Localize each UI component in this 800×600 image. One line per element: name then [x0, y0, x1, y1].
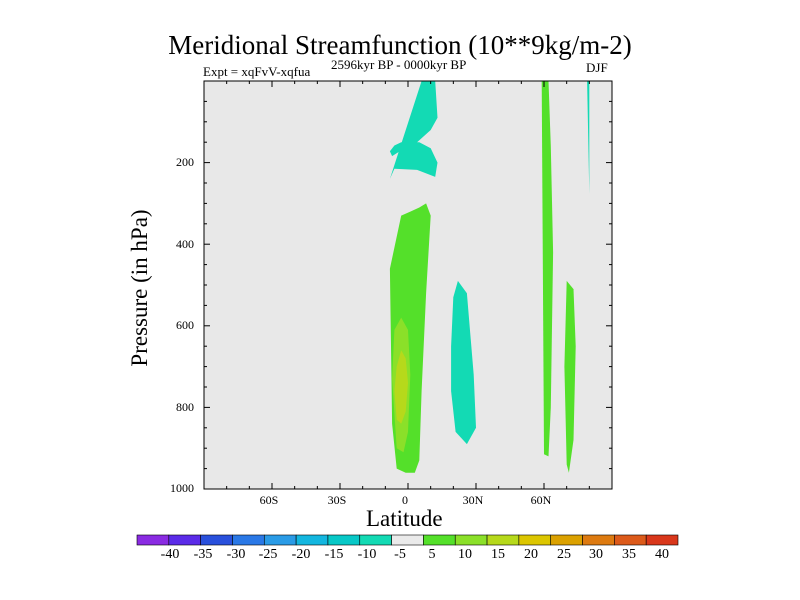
colorbar-swatch [423, 534, 456, 546]
x-tick-label: 30S [327, 493, 347, 507]
colorbar-tick-label: -20 [291, 547, 311, 562]
colorbar-swatch [327, 534, 361, 546]
contour-layer [389, 81, 590, 473]
colorbar-swatch [614, 534, 647, 546]
colorbar-swatch [168, 534, 201, 546]
colorbar-swatch [391, 534, 424, 546]
colorbar-tick-label: 25 [557, 547, 571, 562]
contour-region [451, 280, 476, 445]
colorbar-tick-label: 10 [458, 547, 472, 562]
colorbar-tick-label: -5 [394, 547, 406, 562]
colorbar-swatch [263, 534, 297, 546]
colorbar-swatch [200, 534, 233, 546]
x-axis-label: Latitude [366, 506, 443, 531]
contour-region [564, 280, 576, 473]
colorbar [136, 534, 679, 546]
colorbar-swatch [582, 534, 615, 546]
contour-region [541, 81, 554, 457]
contour-region [394, 350, 408, 424]
colorbar-tick-label: -25 [258, 547, 278, 562]
tick-marks [204, 81, 612, 490]
contour-region [389, 81, 438, 179]
x-tick-label: 0 [402, 493, 408, 507]
colorbar-tick-label: -15 [324, 547, 344, 562]
colorbar-tick-label: 30 [589, 547, 603, 562]
colorbar-swatch [645, 534, 679, 546]
y-tick-label: 400 [176, 237, 194, 251]
colorbar-tick-label: -30 [226, 547, 246, 562]
subtitle-center: 2596kyr BP - 0000kyr BP [331, 57, 467, 72]
subtitle-right: DJF [586, 60, 608, 75]
colorbar-swatch [518, 534, 552, 546]
colorbar-swatch [486, 534, 520, 546]
x-tick-label: 60N [530, 493, 552, 507]
colorbar-swatch [295, 534, 329, 546]
colorbar-tick-label: -10 [357, 547, 377, 562]
colorbar-tick-label: 35 [622, 547, 636, 562]
y-tick-label: 1000 [170, 481, 194, 495]
chart-title: Meridional Streamfunction (10**9kg/m-2) [168, 30, 632, 60]
x-tick-label: 60S [259, 493, 279, 507]
colorbar-swatch [232, 534, 265, 546]
colorbar-tick-label: 5 [428, 547, 436, 562]
subtitle-left: Expt = xqFvV-xqfua [203, 64, 311, 79]
contour-region [587, 81, 590, 194]
colorbar-tick-label: -35 [193, 547, 213, 562]
colorbar-tick-label: 40 [655, 547, 669, 562]
colorbar-tick-label: -40 [160, 547, 180, 562]
colorbar-swatch [359, 534, 392, 546]
colorbar-swatch [136, 534, 170, 546]
colorbar-tick-label: 20 [524, 547, 538, 562]
colorbar-swatch [454, 534, 488, 546]
y-axis-label: Pressure (in hPa) [127, 209, 152, 367]
y-tick-label: 800 [176, 400, 194, 414]
y-tick-label: 600 [176, 318, 194, 332]
colorbar-tick-label: 15 [491, 547, 505, 562]
colorbar-swatch [550, 534, 583, 546]
x-tick-label: 30N [462, 493, 484, 507]
y-tick-label: 200 [176, 155, 194, 169]
